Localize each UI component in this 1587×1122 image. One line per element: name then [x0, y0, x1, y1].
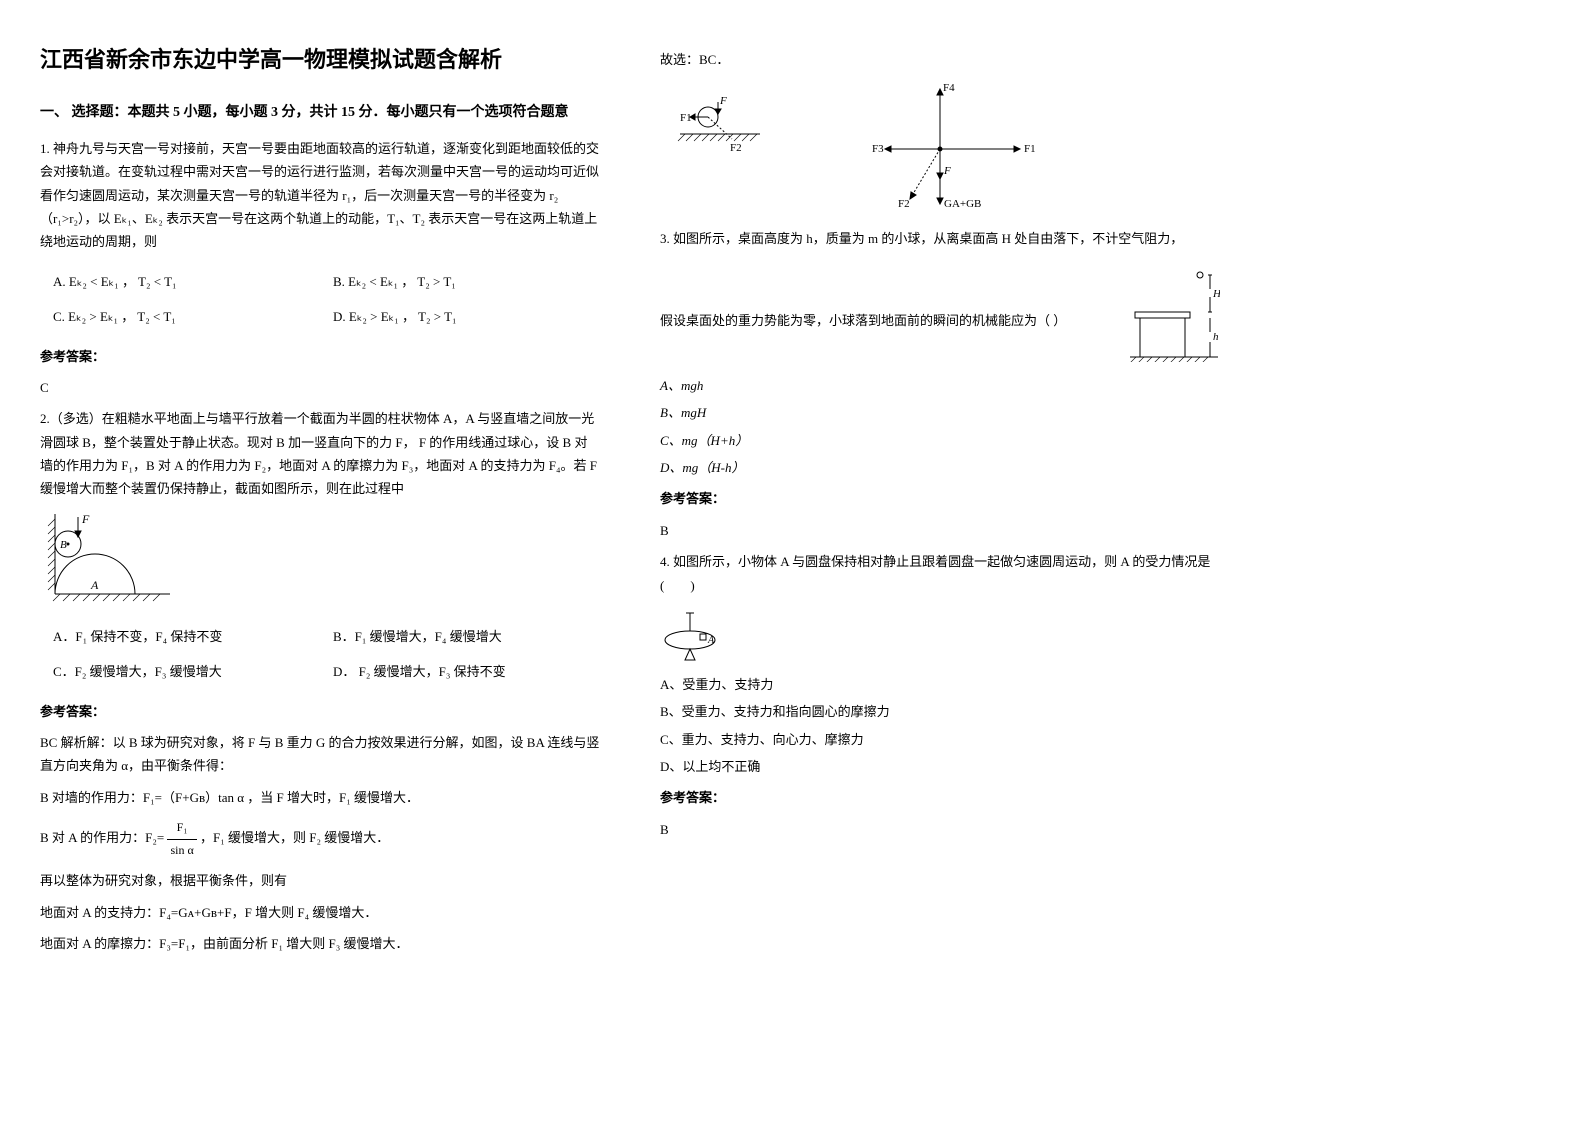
force-diagram: F1 F F2 F4 F1 F3 F F2 GA+GB — [660, 79, 1080, 219]
q4-diagram: A — [660, 605, 730, 665]
q3-opt-a: A、mgh — [660, 374, 1220, 397]
q1-options: A. Eₖ₂ < Eₖ₁ ， T₂ < T₁ B. Eₖ₂ < Eₖ₁ ， T₂… — [40, 264, 600, 335]
q1-answer-label: 参考答案： — [40, 345, 600, 368]
q2-choice: 故选：BC． — [660, 48, 1220, 71]
q2-options: A．F₁ 保持不变，F₄ 保持不变 B．F₁ 缓慢增大，F₄ 缓慢增大 C．F₂… — [40, 619, 600, 690]
q2-diagram: F B A — [40, 509, 180, 609]
fd-f1-left: F1 — [680, 112, 692, 124]
fd-f2: F2 — [898, 198, 910, 210]
q3-stem2: 假设桌面处的重力势能为零，小球落到地面前的瞬间的机械能应为（ ） — [660, 309, 1120, 332]
q4-opt-c: C、重力、支持力、向心力、摩擦力 — [660, 728, 1220, 751]
q2-opt-d: D． F₂ 缓慢增大，F₃ 保持不变 — [320, 660, 600, 683]
q2-label-f: F — [81, 512, 90, 526]
section-heading: 一、 选择题：本题共 5 小题，每小题 3 分，共计 15 分．每小题只有一个选… — [40, 100, 600, 125]
q4-label-a: A — [707, 635, 715, 646]
q1-opt-b: B. Eₖ₂ < Eₖ₁ ， T₂ > T₁ — [320, 270, 600, 293]
q4-opt-d: D、以上均不正确 — [660, 755, 1220, 778]
page-title: 江西省新余市东边中学高一物理模拟试题含解析 — [40, 40, 600, 80]
fd-f: F — [943, 165, 951, 177]
q2-opt-b: B．F₁ 缓慢增大，F₄ 缓慢增大 — [320, 625, 600, 648]
q3-opt-d: D、mg（H-h） — [660, 456, 1220, 479]
q3-label-h: h — [1213, 331, 1219, 343]
fd-sum: GA+GB — [944, 198, 981, 210]
q4-stem: 4. 如图所示，小物体 A 与圆盘保持相对静止且跟着圆盘一起做匀速圆周运动，则 … — [660, 550, 1220, 597]
q3-diagram: H h — [1130, 267, 1220, 362]
fd-f-left: F — [719, 95, 727, 107]
frac-den: sin α — [167, 840, 196, 862]
left-column: 江西省新余市东边中学高一物理模拟试题含解析 一、 选择题：本题共 5 小题，每小… — [40, 40, 600, 964]
fd-f1: F1 — [1024, 143, 1036, 155]
q3-answer: B — [660, 519, 1220, 542]
q2-expl-3a: B 对 A 的作用力：F₂= — [40, 830, 167, 845]
q2-expl-3b: ，F₁ 缓慢增大，则 F₂ 缓慢增大． — [200, 830, 389, 845]
q2-stem: 2.（多选）在粗糙水平地面上与墙平行放着一个截面为半圆的柱状物体 A，A 与竖直… — [40, 407, 600, 501]
q1-opt-d: D. Eₖ₂ > Eₖ₁ ， T₂ > T₁ — [320, 305, 600, 328]
q2-expl-2: B 对墙的作用力：F₁=（F+Gʙ）tan α ，当 F 增大时，F₁ 缓慢增大… — [40, 786, 600, 809]
q3-opt-b: B、mgH — [660, 401, 1220, 424]
fraction-icon: F₁ sin α — [167, 817, 196, 861]
q2-expl-4: 再以整体为研究对象，根据平衡条件，则有 — [40, 869, 600, 892]
right-column: 故选：BC． F1 F F2 — [660, 40, 1220, 964]
q1-stem: 1. 神舟九号与天宫一号对接前，天宫一号要由距地面较高的运行轨道，逐渐变化到距地… — [40, 137, 600, 254]
q3-answer-label: 参考答案： — [660, 487, 1220, 510]
q2-answer-label: 参考答案： — [40, 700, 600, 723]
q2-label-b: B — [60, 539, 67, 551]
frac-num: F₁ — [167, 817, 196, 840]
q4-answer-label: 参考答案： — [660, 786, 1220, 809]
q3-stem: 3. 如图所示，桌面高度为 h，质量为 m 的小球，从离桌面高 H 处自由落下，… — [660, 227, 1220, 250]
q1-opt-a: A. Eₖ₂ < Eₖ₁ ， T₂ < T₁ — [40, 270, 320, 293]
q2-opt-a: A．F₁ 保持不变，F₄ 保持不变 — [40, 625, 320, 648]
q2-label-a: A — [90, 578, 99, 592]
q1-opt-c: C. Eₖ₂ > Eₖ₁ ， T₂ < T₁ — [40, 305, 320, 328]
q2-expl-5: 地面对 A 的支持力：F₄=Gᴀ+Gʙ+F，F 增大则 F₄ 缓慢增大． — [40, 901, 600, 924]
q2-expl-1: BC 解析解：以 B 球为研究对象，将 F 与 B 重力 G 的合力按效果进行分… — [40, 731, 600, 778]
q4-opt-a: A、受重力、支持力 — [660, 673, 1220, 696]
q3-label-H: H — [1212, 288, 1220, 300]
fd-f4: F4 — [943, 82, 955, 94]
q3-opt-c: C、mg（H+h） — [660, 429, 1220, 452]
q4-opt-b: B、受重力、支持力和指向圆心的摩擦力 — [660, 700, 1220, 723]
q2-expl-6: 地面对 A 的摩擦力：F₃=F₁，由前面分析 F₁ 增大则 F₃ 缓慢增大． — [40, 932, 600, 955]
fd-f2-left: F2 — [730, 142, 742, 154]
q2-expl-3: B 对 A 的作用力：F₂= F₁ sin α ，F₁ 缓慢增大，则 F₂ 缓慢… — [40, 817, 600, 861]
q2-opt-c: C．F₂ 缓慢增大，F₃ 缓慢增大 — [40, 660, 320, 683]
q1-answer: C — [40, 376, 600, 399]
fd-f3: F3 — [872, 143, 884, 155]
q4-answer: B — [660, 818, 1220, 841]
